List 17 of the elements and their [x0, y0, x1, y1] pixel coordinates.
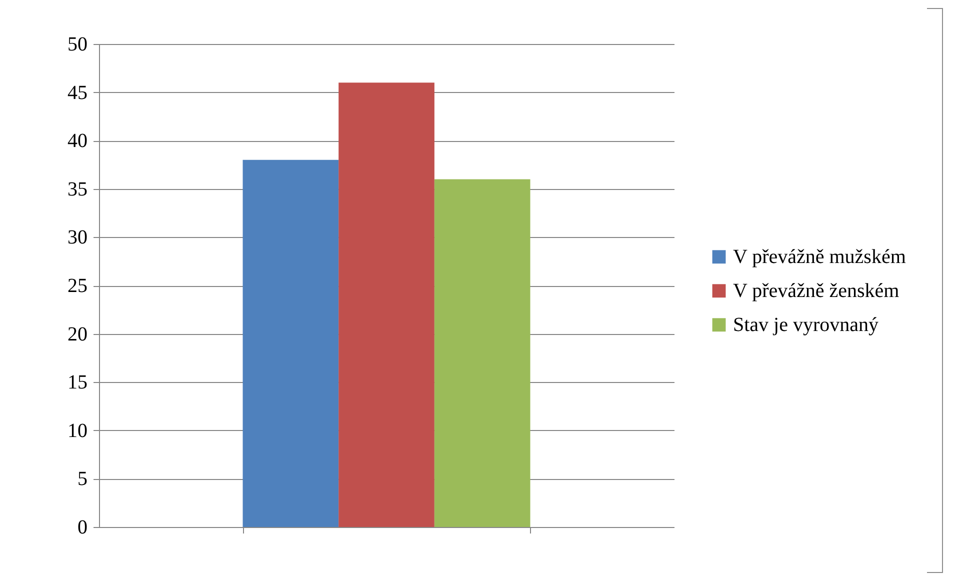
y-tick-label: 0 [78, 516, 88, 538]
y-tick-label: 15 [68, 372, 88, 394]
y-tick-label: 50 [68, 34, 88, 56]
legend-label: Stav je vyrovnaný [733, 314, 879, 336]
y-tick-label: 30 [68, 226, 88, 249]
y-tick-label: 35 [68, 178, 88, 200]
bar [242, 160, 339, 527]
y-tick-label: 40 [68, 130, 88, 152]
y-tick-label: 25 [68, 275, 88, 297]
legend-label: V převážně ženském [733, 280, 900, 302]
y-tick-label: 20 [68, 323, 88, 346]
y-tick-label: 45 [68, 82, 88, 104]
bar [434, 179, 530, 527]
bar [338, 82, 434, 527]
y-tick-label: 10 [68, 420, 88, 442]
y-tick-label: 5 [78, 468, 88, 490]
legend-label: V převážně mužském [733, 246, 906, 268]
